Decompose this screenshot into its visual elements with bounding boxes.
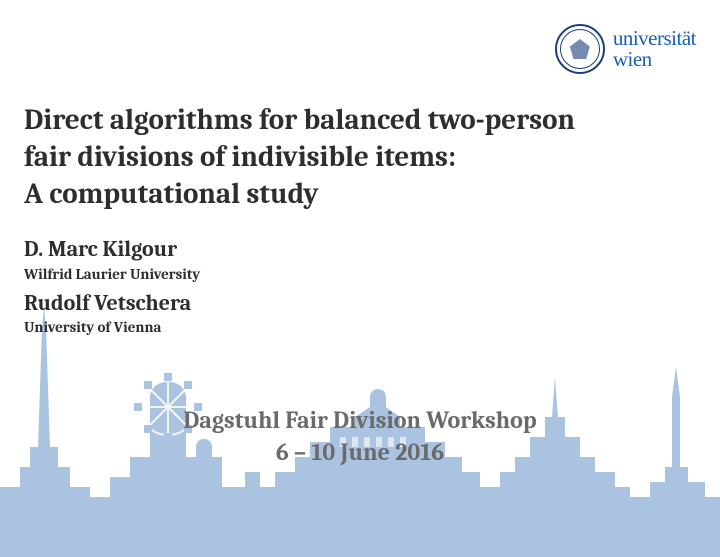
university-logo: universität wien (555, 24, 696, 74)
university-wordmark: universität wien (613, 28, 696, 70)
slide-title: Direct algorithms for balanced two-perso… (24, 102, 696, 213)
slide: universität wien Direct algorithms for b… (0, 0, 720, 557)
authors-block: D. Marc Kilgour Wilfrid Laurier Universi… (24, 236, 200, 344)
university-seal-icon (555, 24, 605, 74)
author-name: Rudolf Vetschera (24, 290, 200, 318)
event-block: Dagstuhl Fair Division Workshop 6 – 10 J… (0, 404, 720, 469)
title-line1: Direct algorithms for balanced two-perso… (24, 102, 696, 139)
event-dates: 6 – 10 June 2016 (0, 436, 720, 468)
title-line3: A computational study (24, 176, 696, 213)
author-name: D. Marc Kilgour (24, 236, 200, 264)
author-affiliation: University of Vienna (24, 317, 200, 337)
title-line2: fair divisions of indivisible items: (24, 139, 696, 176)
event-name: Dagstuhl Fair Division Workshop (0, 404, 720, 436)
author-affiliation: Wilfrid Laurier University (24, 264, 200, 284)
logo-line2: wien (613, 49, 696, 70)
